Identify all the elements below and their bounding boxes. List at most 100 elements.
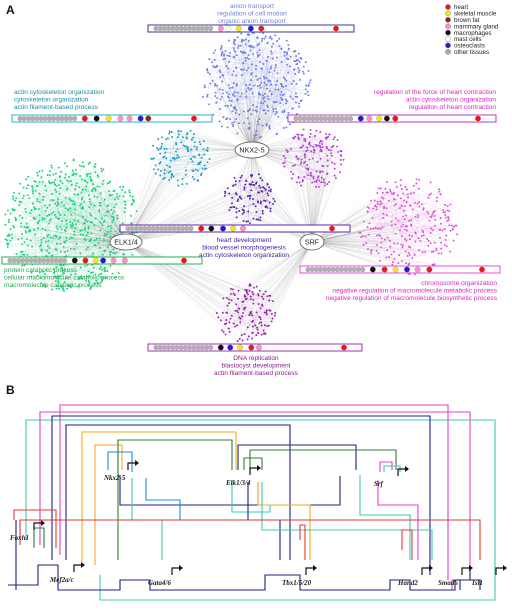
- term-line: regulation of cell motion: [217, 11, 287, 18]
- regulatory-link: [33, 527, 45, 548]
- red-wire: [13, 509, 57, 548]
- terms-green: protein catabolic process cellular macro…: [4, 267, 125, 289]
- cluster-magenta: [282, 128, 345, 188]
- panel-b-letter: B: [6, 383, 15, 397]
- regulatory-link: [117, 439, 233, 560]
- gene-gata4-6: Gata4/6: [148, 565, 183, 587]
- term-line: macromolecule catabolic process: [4, 282, 102, 289]
- bar-cyan: [11, 114, 213, 123]
- term-line: regulation of heart contraction: [409, 104, 497, 111]
- gene-foxh1: Foxh1: [10, 520, 45, 542]
- gene-label: Tbx1/5/20: [282, 579, 312, 587]
- legend-swatch: [445, 23, 451, 30]
- cluster-pink: [358, 178, 459, 276]
- navy-loop: [51, 415, 431, 575]
- terms-cyan: actin cytoskeleton organization cytoskel…: [14, 89, 105, 111]
- regulatory-link: [359, 475, 411, 560]
- outer-teal-loop: [25, 419, 496, 601]
- cluster-purple-edges: [125, 241, 313, 342]
- terms-purple: DNA replication blastocyst development a…: [214, 355, 299, 377]
- legend-swatch: [445, 49, 451, 55]
- gene-srf: Srf: [374, 466, 409, 488]
- long-red-wire: [19, 519, 481, 560]
- regulatory-wires: [8, 404, 496, 601]
- term-line: negative regulation of macromolecule bio…: [326, 295, 498, 302]
- term-line: actin cytoskeleton organization: [199, 252, 290, 259]
- bar-green: [1, 256, 203, 265]
- regulatory-link: [401, 529, 413, 560]
- legend-swatch: [445, 36, 451, 42]
- term-line: blastocyst development: [222, 363, 291, 370]
- legend-swatch: [445, 42, 451, 49]
- regulatory-link: [247, 482, 281, 560]
- gene-mef2a-c: Mef2a/c: [49, 562, 85, 584]
- regulatory-link: [299, 524, 306, 560]
- legend-label: mammary gland: [454, 23, 499, 30]
- hub-nkx2-5-label: NKX2-5: [239, 146, 264, 155]
- regulatory-link: [379, 461, 393, 472]
- regulatory-link: [243, 457, 263, 470]
- magenta-loop: [59, 404, 449, 580]
- term-line: anion transport: [230, 3, 274, 10]
- term-line: cytoskeleton organization: [14, 97, 89, 104]
- hub-elk1-4-label: ELK1/4: [114, 238, 138, 247]
- term-line: negative regulation of macromolecule met…: [332, 288, 497, 295]
- gene-elk1-3-4: Elk1/3/4: [225, 465, 261, 487]
- term-line: protein catabolic process: [4, 267, 78, 274]
- cluster-blue-edges: [207, 33, 309, 151]
- legend-swatch: [445, 4, 451, 10]
- gene-clusters: [4, 31, 459, 342]
- gene-hand2: Hand2: [397, 565, 433, 587]
- gene-label: Elk1/3/4: [225, 479, 251, 487]
- hub-srf: SRF: [299, 233, 325, 251]
- cluster-cyan-edges: [125, 130, 253, 243]
- regulatory-link: [119, 475, 341, 506]
- regulatory-link: [94, 444, 123, 565]
- regulatory-link: [249, 449, 397, 470]
- legend-label: brown fat: [454, 17, 480, 24]
- gene-tbx1-5-20: Tbx1/5/20: [282, 565, 317, 587]
- legend-label: other tissues: [454, 49, 489, 56]
- gene-nkx2-5: Nkx2-5: [103, 460, 139, 482]
- regulatory-link: [107, 451, 133, 472]
- navy-baseline: [8, 564, 481, 591]
- gene-label: Hand2: [397, 579, 418, 587]
- term-line: actin cytoskeleton organization: [406, 97, 497, 104]
- panel-a-letter: A: [6, 3, 15, 17]
- bar-blue: [147, 24, 355, 33]
- term-line: regulation of the force of heart contrac…: [374, 89, 496, 96]
- legend-label: macrophages: [454, 30, 492, 37]
- term-line: DNA replication: [233, 355, 279, 362]
- legend-label: osteoclasts: [454, 43, 485, 50]
- cluster-purple: [215, 283, 277, 342]
- legend-label: mast cells: [454, 36, 482, 43]
- regulatory-link: [459, 566, 471, 590]
- hub-elk1-4: ELK1/4: [109, 233, 143, 251]
- term-line: blood vessel morphogenesis: [202, 245, 286, 252]
- gene-nodes: Nkx2-5 Elk1/3/4 Srf Foxh1 Mef2a/c Gata4/6 Tbx1…: [10, 460, 507, 587]
- term-line: heart development: [217, 237, 272, 244]
- hub-srf-label: SRF: [305, 238, 320, 247]
- gene-label: Mef2a/c: [49, 576, 74, 584]
- gene-label: Srf: [374, 480, 384, 488]
- term-line: actin filament-based process: [214, 370, 299, 377]
- legend-swatch: [445, 16, 451, 23]
- cluster-blue: [201, 31, 312, 139]
- regulatory-link: [237, 444, 357, 470]
- gene-smad6: Smad6: [438, 565, 473, 587]
- legend-label: skeletal muscle: [454, 11, 497, 18]
- term-line: organic anion transport: [218, 18, 286, 25]
- bar-purple: [147, 343, 363, 352]
- term-line: actin filament-based process: [14, 104, 99, 111]
- cluster-violet: [223, 173, 276, 225]
- hub-nkx2-5: NKX2-5: [234, 141, 270, 159]
- regulatory-link: [65, 424, 291, 560]
- regulatory-link: [231, 480, 271, 513]
- gene-label: Isl1: [471, 579, 483, 587]
- cluster-violet-edges: [125, 149, 313, 243]
- term-line: chromosome organization: [421, 280, 497, 287]
- legend-swatch: [445, 10, 451, 17]
- terms-blue: anion transport regulation of cell motio…: [217, 3, 287, 25]
